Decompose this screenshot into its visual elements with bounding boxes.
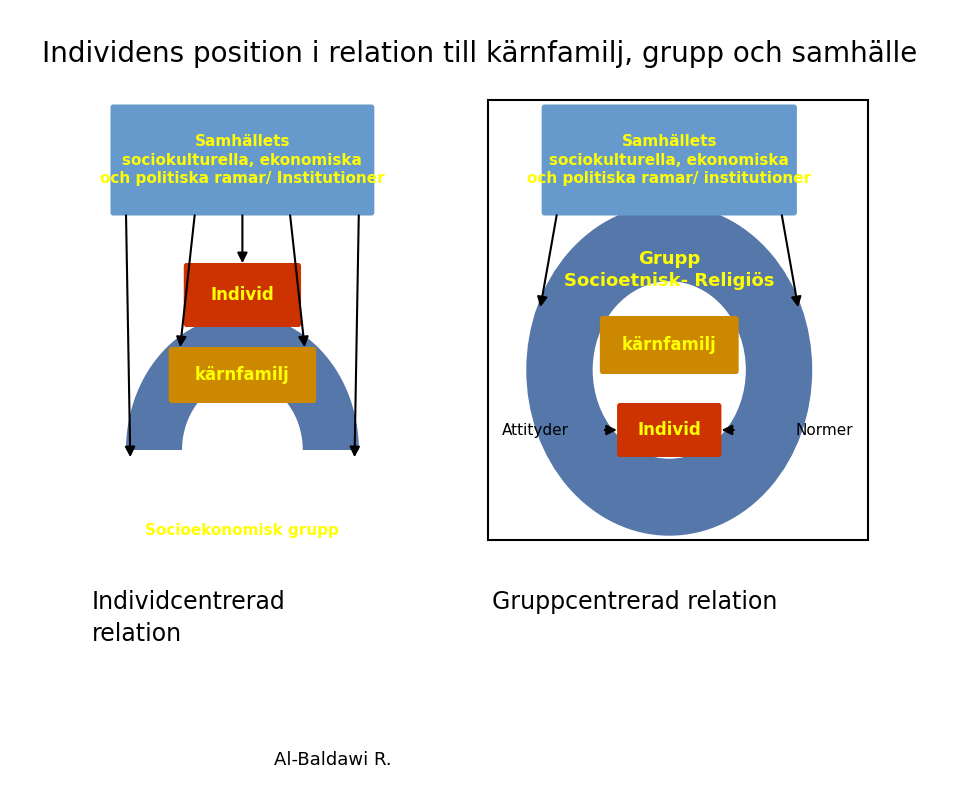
Text: Samhällets
sociokulturella, ekonomiska
och politiska ramar/ institutioner: Samhällets sociokulturella, ekonomiska o… xyxy=(527,134,811,186)
FancyBboxPatch shape xyxy=(617,403,721,457)
FancyBboxPatch shape xyxy=(184,263,301,327)
Text: Individ: Individ xyxy=(211,286,274,304)
Text: Socioekonomisk grupp: Socioekonomisk grupp xyxy=(146,523,339,538)
Text: Attityder: Attityder xyxy=(503,422,569,437)
Text: Individ: Individ xyxy=(638,421,701,439)
Text: Samhällets
sociokulturella, ekonomiska
och politiska ramar/ Institutioner: Samhällets sociokulturella, ekonomiska o… xyxy=(100,134,385,186)
Text: Individens position i relation till kärnfamilj, grupp och samhälle: Individens position i relation till kärn… xyxy=(42,40,917,68)
Bar xyxy=(488,100,868,540)
Text: kärnfamilj: kärnfamilj xyxy=(621,336,716,354)
Text: kärnfamilj: kärnfamilj xyxy=(195,366,290,384)
FancyBboxPatch shape xyxy=(169,347,316,403)
Polygon shape xyxy=(126,315,359,450)
Circle shape xyxy=(527,205,811,535)
Text: Al-Baldawi R.: Al-Baldawi R. xyxy=(274,751,392,769)
Circle shape xyxy=(594,282,745,458)
Text: Grupp
Socioetnisk- Religiös: Grupp Socioetnisk- Religiös xyxy=(564,250,775,290)
FancyBboxPatch shape xyxy=(542,105,797,215)
Text: Normer: Normer xyxy=(796,422,854,437)
FancyBboxPatch shape xyxy=(599,316,738,374)
Text: Gruppcentrerad relation: Gruppcentrerad relation xyxy=(492,590,778,614)
FancyBboxPatch shape xyxy=(110,105,374,215)
Text: Individcentrerad
relation: Individcentrerad relation xyxy=(91,590,285,645)
